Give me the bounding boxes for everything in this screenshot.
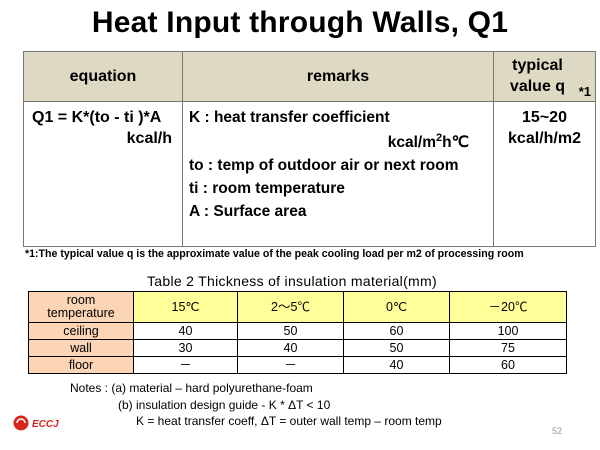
column-divider <box>493 52 494 246</box>
remark-a: A : Surface area <box>189 203 307 221</box>
corner-line2: temperature <box>47 306 115 320</box>
insulation-thickness-table: room temperature 15℃ 2～5℃ 0℃ －20℃ ceilin… <box>28 291 567 374</box>
header-equation: equation <box>24 52 182 102</box>
header-typical-value: typical value q *1 <box>494 52 595 102</box>
remarks-cell: K : heat transfer coefficient kcal/m2h℃ … <box>183 103 493 222</box>
table-cell: 50 <box>343 339 450 357</box>
k-unit-superscript: 2 <box>435 132 443 144</box>
header-typical-line1: typical <box>512 57 563 74</box>
row-header: ceiling <box>28 322 134 340</box>
typical-value-range: 15~20 <box>522 109 567 126</box>
heat-input-table: equation remarks typical value q *1 Q1 =… <box>23 51 596 247</box>
column-divider <box>182 52 183 246</box>
corner-header: room temperature <box>28 291 134 323</box>
table-row: wall 30 40 50 75 <box>28 339 567 357</box>
table-row: ceiling 40 50 60 100 <box>28 322 567 340</box>
remark-to: to : temp of outdoor air or next room <box>189 157 459 175</box>
eccj-logo-icon: ECCJ <box>13 415 59 431</box>
notes: Notes : (a) material – hard polyurethane… <box>70 380 442 430</box>
table-cell: 60 <box>449 356 567 374</box>
equation-cell: Q1 = K*(to - ti )*A kcal/h <box>24 103 182 149</box>
footnote-ref: *1 <box>578 84 591 99</box>
table-row: floor － － 40 60 <box>28 356 567 374</box>
remark-ti: ti : room temperature <box>189 180 345 198</box>
equation-formula: Q1 = K*(to - ti )*A <box>32 109 162 126</box>
table-cell: 40 <box>343 356 450 374</box>
page-number: 52 <box>552 426 563 436</box>
column-header: 0℃ <box>343 291 450 323</box>
note-line-3: K = heat transfer coeff, ΔT = outer wall… <box>136 414 442 428</box>
table-cell: － <box>237 356 344 374</box>
footnote: *1:The typical value q is the approximat… <box>25 248 524 260</box>
column-header: －20℃ <box>449 291 567 323</box>
logo-text: ECCJ <box>32 419 59 430</box>
k-unit-base: kcal/m <box>387 134 436 152</box>
table-cell: － <box>133 356 238 374</box>
table-cell: 75 <box>449 339 567 357</box>
header-remarks: remarks <box>183 52 493 102</box>
table-cell: 50 <box>237 322 344 340</box>
corner-line1: room <box>66 293 96 307</box>
note-line-2: (b) insulation design guide - K * ΔT < 1… <box>118 397 331 412</box>
table-header-row: room temperature 15℃ 2～5℃ 0℃ －20℃ <box>28 291 567 323</box>
remark-k: K : heat transfer coefficient <box>189 109 390 126</box>
eccj-logo: ECCJ <box>12 413 82 433</box>
table-cell: 100 <box>449 322 567 340</box>
column-header: 15℃ <box>133 291 238 323</box>
slide-title: Heat Input through Walls, Q1 <box>91 6 509 39</box>
equation-unit: kcal/h <box>126 130 172 147</box>
table-cell: 40 <box>133 322 238 340</box>
note-line-1: Notes : (a) material – hard polyurethane… <box>70 381 313 395</box>
typical-value-unit: kcal/h/m2 <box>508 130 581 147</box>
k-unit-suffix: h℃ <box>442 134 469 152</box>
remark-k-unit: kcal/m2h℃ <box>189 128 487 153</box>
table-cell: 30 <box>133 339 238 357</box>
table-cell: 60 <box>343 322 450 340</box>
typical-value-cell: 15~20 kcal/h/m2 <box>494 103 595 149</box>
column-header: 2～5℃ <box>237 291 344 323</box>
row-header: floor <box>28 356 134 374</box>
table-cell: 40 <box>237 339 344 357</box>
row-header: wall <box>28 339 134 357</box>
header-typical-line2: value q <box>509 78 566 95</box>
insulation-table-title: Table 2 Thickness of insulation material… <box>147 273 437 289</box>
